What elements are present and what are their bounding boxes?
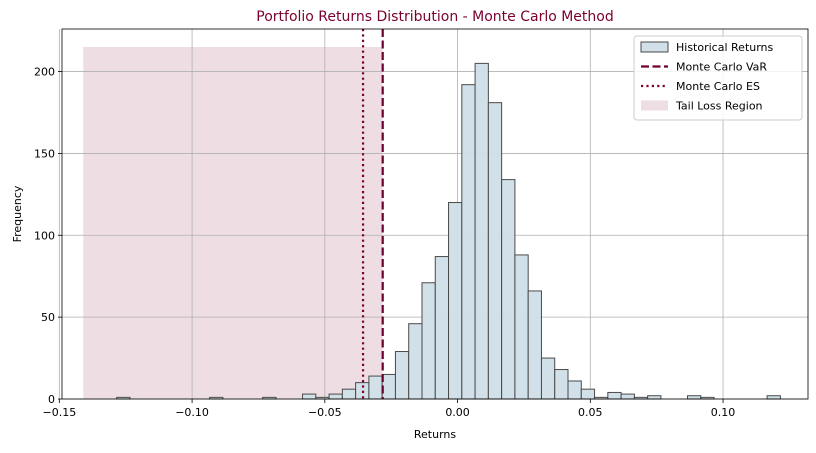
- histogram-bar: [527, 290, 542, 400]
- histogram-bar: [448, 202, 463, 400]
- histogram-bar: [394, 351, 410, 400]
- y-tick-label: 200: [34, 66, 55, 79]
- legend-label: Tail Loss Region: [675, 100, 763, 113]
- x-tick-label: −0.15: [42, 406, 76, 419]
- x-tick-label: 0.05: [578, 406, 603, 419]
- y-tick-label: 150: [34, 147, 55, 160]
- x-axis-label: Returns: [414, 428, 457, 441]
- histogram-bar: [381, 373, 396, 400]
- histogram-bar: [408, 323, 423, 400]
- histogram-bar: [554, 369, 569, 400]
- x-tick-label: 0.10: [711, 406, 736, 419]
- histogram-bar: [421, 282, 436, 400]
- legend-box: [633, 35, 803, 121]
- histogram-bar: [302, 393, 317, 400]
- legend-label: Monte Carlo VaR: [676, 61, 767, 74]
- histogram-bar: [514, 254, 529, 400]
- histogram-bar: [368, 375, 383, 400]
- histogram-bar: [686, 395, 702, 400]
- histogram-bar: [540, 357, 556, 400]
- chart-title: Portfolio Returns Distribution - Monte C…: [256, 9, 613, 25]
- histogram-bar: [434, 256, 450, 400]
- x-tick-label: −0.10: [175, 406, 209, 419]
- legend-label: Monte Carlo ES: [676, 80, 760, 93]
- histogram-bar: [647, 395, 662, 400]
- legend-swatch-tail: [641, 100, 668, 111]
- y-tick-label: 0: [48, 393, 55, 406]
- histogram-bar: [461, 84, 476, 400]
- legend: Historical Returns Monte Carlo VaR Monte C…: [633, 35, 803, 121]
- y-tick-label: 50: [41, 311, 55, 324]
- histogram-bar: [580, 388, 596, 400]
- histogram-bar: [328, 393, 343, 400]
- histogram-bar: [620, 393, 635, 400]
- legend-swatch-histogram: [640, 41, 669, 53]
- y-axis-label: Frequency: [11, 185, 24, 242]
- histogram-bar: [474, 62, 489, 400]
- x-tick-label: 0.00: [445, 406, 470, 419]
- plot-frame: [61, 28, 809, 400]
- histogram-bar: [567, 380, 582, 400]
- histogram-bar: [766, 395, 781, 400]
- tail-loss-region: [83, 47, 383, 399]
- y-tick-label: 100: [34, 229, 55, 242]
- legend-label: Historical Returns: [676, 41, 774, 54]
- histogram-bar: [607, 391, 622, 400]
- x-tick-label: −0.05: [308, 406, 342, 419]
- histogram-bar: [487, 102, 503, 400]
- histogram-bar: [341, 388, 357, 400]
- histogram-bar: [501, 179, 516, 400]
